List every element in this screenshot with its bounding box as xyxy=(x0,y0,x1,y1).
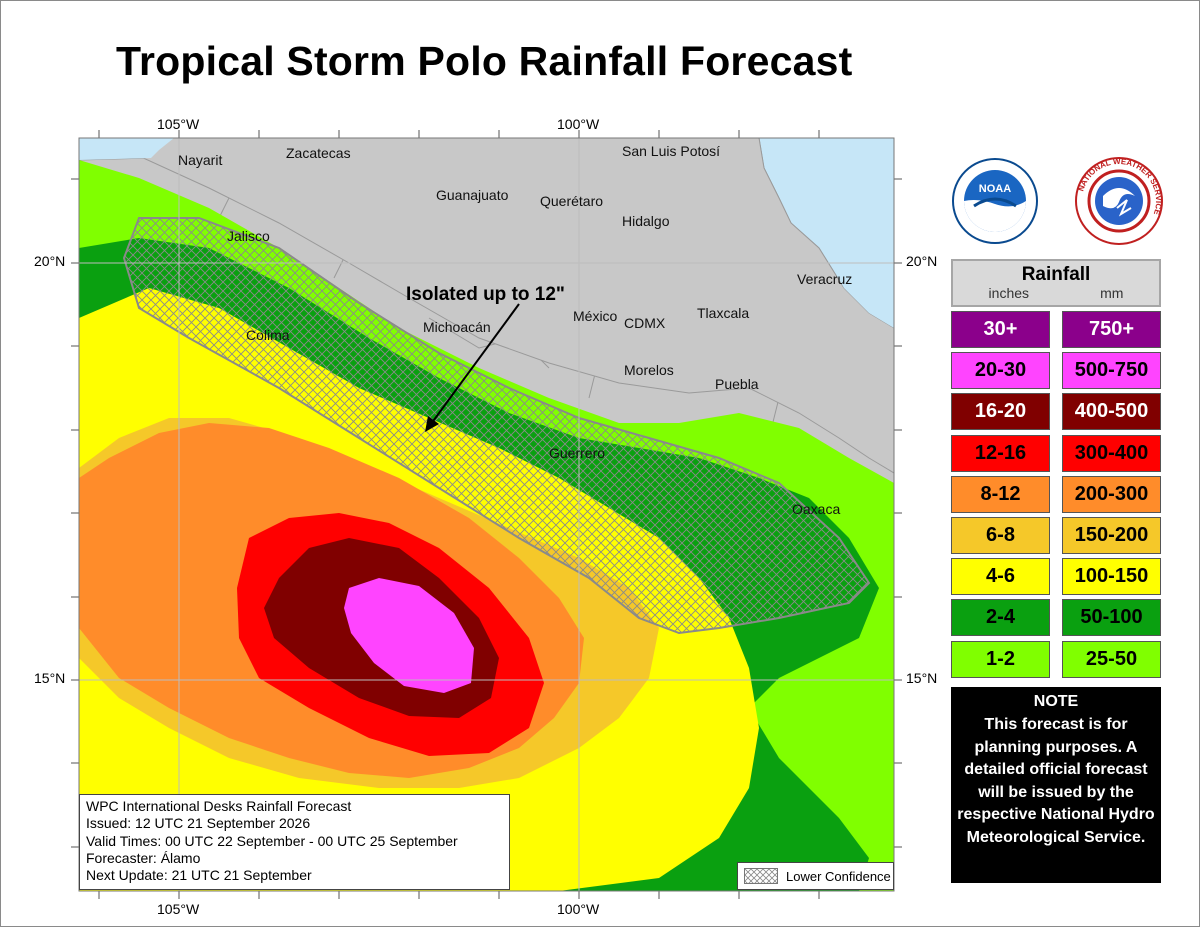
legend-mm-cell: 200-300 xyxy=(1062,476,1161,513)
info-forecaster: Forecaster: Álamo xyxy=(86,849,201,866)
callout-arrowhead xyxy=(425,416,439,432)
lat-label-right-15n: 15°N xyxy=(906,670,938,686)
rain-20-30 xyxy=(344,578,474,693)
info-valid-times: Valid Times: 00 UTC 22 September - 00 UT… xyxy=(86,832,458,849)
lat-label-left-20n: 20°N xyxy=(34,253,66,269)
nws-logo-icon: NATIONAL WEATHER SERVICE xyxy=(1075,157,1163,245)
legend-inches-cell: 16-20 xyxy=(951,393,1050,430)
place-label: Hidalgo xyxy=(622,213,670,229)
rainfall-legend-header: Rainfall inches mm xyxy=(951,259,1161,307)
place-label: San Luis Potosí xyxy=(622,143,721,159)
legend-mm-cell: 400-500 xyxy=(1062,393,1161,430)
hatch-swatch xyxy=(744,868,778,884)
place-label: Colima xyxy=(246,327,290,343)
info-issued: Issued: 12 UTC 21 September 2026 xyxy=(86,815,311,832)
legend-inches-cell: 4-6 xyxy=(951,558,1050,595)
place-label: Puebla xyxy=(715,376,759,392)
legend-mm-cell: 500-750 xyxy=(1062,352,1161,389)
legend-mm-cell: 100-150 xyxy=(1062,558,1161,595)
callout-arrow-line xyxy=(430,303,520,425)
lower-confidence-label: Lower Confidence xyxy=(786,868,891,884)
place-label: Zacatecas xyxy=(286,145,351,161)
noaa-logo-icon: NOAA xyxy=(952,158,1038,244)
rainfall-legend-units: inches mm xyxy=(953,285,1159,301)
legend-inches-cell: 1-2 xyxy=(951,641,1050,678)
forecast-info-box: WPC International Desks Rainfall Forecas… xyxy=(79,794,510,890)
legend-mm-cell: 25-50 xyxy=(1062,641,1161,678)
place-label: Tlaxcala xyxy=(697,305,750,321)
place-label: CDMX xyxy=(624,315,666,331)
info-next-update: Next Update: 21 UTC 21 September xyxy=(86,867,312,884)
rainfall-map xyxy=(79,138,894,891)
lat-label-left-15n: 15°N xyxy=(34,670,66,686)
place-label: Morelos xyxy=(624,362,674,378)
place-label: Guerrero xyxy=(549,445,606,461)
legend-mm-cell: 300-400 xyxy=(1062,435,1161,472)
place-label: Nayarit xyxy=(178,152,223,168)
legend-inches-cell: 6-8 xyxy=(951,517,1050,554)
unit-inches: inches xyxy=(988,285,1030,301)
noaa-text: NOAA xyxy=(979,183,1011,195)
lower-confidence-area xyxy=(122,217,871,635)
legend-inches-cell: 8-12 xyxy=(951,476,1050,513)
lon-label-top-100w: 100°W xyxy=(557,116,600,132)
note-body: This forecast is for planning purposes. … xyxy=(957,716,1155,846)
lat-label-right-20n: 20°N xyxy=(906,253,938,269)
coast-ocean-ne xyxy=(799,138,894,328)
lon-label-bottom-105w: 105°W xyxy=(157,901,200,917)
legend-mm-cell: 750+ xyxy=(1062,311,1161,348)
place-label: México xyxy=(573,308,618,324)
info-line: WPC International Desks Rainfall Forecas… xyxy=(86,798,352,814)
legend-mm-cell: 50-100 xyxy=(1062,599,1161,636)
map-svg xyxy=(79,138,894,891)
legend-inches-cell: 12-16 xyxy=(951,435,1050,472)
place-label: Oaxaca xyxy=(792,501,841,517)
graticule xyxy=(79,138,894,891)
ocean-nw xyxy=(79,138,174,160)
land-overlay xyxy=(79,138,894,474)
place-label: Querétaro xyxy=(540,193,604,209)
callout-label: Isolated up to 12" xyxy=(406,284,565,305)
lon-label-bottom-100w: 100°W xyxy=(557,901,600,917)
place-label: Veracruz xyxy=(797,271,853,287)
rainfall-legend-title: Rainfall xyxy=(1021,264,1091,285)
lon-label-top-105w: 105°W xyxy=(157,116,200,132)
place-label: Michoacán xyxy=(423,319,491,335)
page-title: Tropical Storm Polo Rainfall Forecast xyxy=(116,38,853,84)
legend-inches-cell: 20-30 xyxy=(951,352,1050,389)
legend-inches-cell: 30+ xyxy=(951,311,1050,348)
place-label: Guanajuato xyxy=(436,187,509,203)
note-title: NOTE xyxy=(1033,693,1079,710)
note-box: NOTE This forecast is for planning purpo… xyxy=(951,687,1161,883)
lower-confidence-legend: Lower Confidence xyxy=(737,862,894,890)
legend-inches-cell: 2-4 xyxy=(951,599,1050,636)
legend-mm-cell: 150-200 xyxy=(1062,517,1161,554)
unit-mm: mm xyxy=(1100,285,1124,301)
place-label: Jalisco xyxy=(227,228,270,244)
